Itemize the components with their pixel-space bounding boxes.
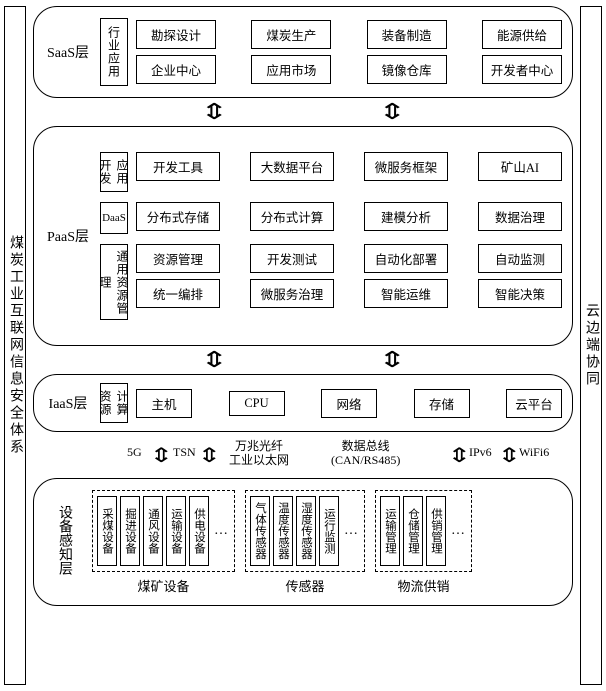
saas-cell: 煤炭生产 — [251, 20, 331, 49]
double-arrow-icon: ⇕ — [377, 101, 407, 123]
paas-cell: 智能决策 — [478, 279, 562, 308]
saas-label: SaaS层 — [44, 42, 92, 62]
iaas-cell: CPU — [229, 391, 285, 416]
paas-cell: 数据治理 — [478, 202, 562, 231]
paas-sublabel: 应用开发 — [97, 157, 131, 187]
arrow-paas-iaas: ⇕ ⇕ — [205, 346, 402, 374]
paas-sublabel: DaaS — [102, 212, 126, 224]
paas-sublabel-box: 应用开发 — [100, 152, 128, 192]
net-label: IPv6 — [469, 446, 492, 460]
paas-cell: 开发工具 — [136, 152, 220, 181]
paas-cell: 大数据平台 — [250, 152, 334, 181]
iaas-label: IaaS层 — [44, 393, 92, 413]
device-group-1: 气体传感器 温度传感器 湿度传感器 运行监测 … 传感器 — [245, 490, 365, 595]
iaas-cell: 网络 — [321, 389, 377, 418]
saas-cell: 企业中心 — [136, 55, 216, 84]
saas-cell: 能源供给 — [482, 20, 562, 49]
saas-cell: 镜像仓库 — [367, 55, 447, 84]
paas-cell: 微服务框架 — [364, 152, 448, 181]
dev-chip: 气体传感器 — [252, 502, 268, 560]
ellipsis-icon: … — [449, 523, 467, 539]
device-layer: 设备感知层 采煤设备 掘进设备 通风设备 运输设备 供电设备 … 煤矿设备 — [33, 478, 573, 606]
saas-cell: 装备制造 — [367, 20, 447, 49]
iaas-cells: 主机 CPU 网络 存储 云平台 — [136, 389, 562, 418]
center-column: SaaS层 行业应用 勘探设计 煤炭生产 装备制造 能源供给 企业中心 应用市场… — [30, 6, 576, 685]
paas-body: 应用开发 开发工具 大数据平台 微服务框架 矿山AI DaaS 分布式存储 — [100, 152, 562, 320]
net-label: 万兆光纤 工业以太网 — [229, 440, 289, 468]
dev-chip: 运行监测 — [321, 508, 337, 554]
paas-cell: 智能运维 — [364, 279, 448, 308]
saas-layer: SaaS层 行业应用 勘探设计 煤炭生产 装备制造 能源供给 企业中心 应用市场… — [33, 6, 573, 98]
paas-group-1: DaaS 分布式存储 分布式计算 建模分析 数据治理 — [100, 202, 562, 234]
double-arrow-icon: ⇕ — [197, 443, 222, 468]
network-row: ⇕ ⇕ ⇕ ⇕ 5G TSN 万兆光纤 工业以太网 数据总线 (CAN/RS48… — [33, 432, 573, 478]
paas-group-2: 通用资源管理 资源管理 开发测试 自动化部署 自动监测 统一编排 微服务治理 智… — [100, 244, 562, 320]
dev-caption: 煤矿设备 — [137, 576, 189, 595]
paas-label: PaaS层 — [44, 226, 92, 246]
dev-chip: 运输管理 — [382, 508, 398, 554]
saas-cell: 勘探设计 — [136, 20, 216, 49]
device-group-0: 采煤设备 掘进设备 通风设备 运输设备 供电设备 … 煤矿设备 — [92, 490, 235, 595]
left-rail: 煤炭工业互联网信息安全体系 — [4, 6, 26, 685]
net-label: 5G — [127, 446, 142, 460]
paas-group-0: 应用开发 开发工具 大数据平台 微服务框架 矿山AI — [100, 152, 562, 192]
iaas-cell: 存储 — [414, 389, 470, 418]
saas-sublabel-box: 行业应用 — [100, 18, 128, 86]
paas-sublabel-box: DaaS — [100, 202, 128, 234]
ellipsis-icon: … — [342, 523, 360, 539]
double-arrow-icon: ⇕ — [149, 443, 174, 468]
iaas-layer: IaaS层 计算资源 主机 CPU 网络 存储 云平台 — [33, 374, 573, 432]
diagram-root: 煤炭工业互联网信息安全体系 SaaS层 行业应用 勘探设计 煤炭生产 装备制造 … — [0, 0, 606, 691]
left-rail-label: 煤炭工业互联网信息安全体系 — [5, 235, 25, 456]
paas-cell: 分布式存储 — [136, 202, 220, 231]
iaas-sublabel: 计算资源 — [97, 388, 131, 418]
right-rail: 云边端协同 — [580, 6, 602, 685]
paas-cell: 开发测试 — [250, 244, 334, 273]
saas-cell: 开发者中心 — [482, 55, 562, 84]
double-arrow-icon: ⇕ — [199, 349, 229, 371]
paas-cell: 微服务治理 — [250, 279, 334, 308]
device-body: 采煤设备 掘进设备 通风设备 运输设备 供电设备 … 煤矿设备 气体传感器 温度… — [92, 490, 562, 595]
net-label: TSN — [173, 446, 196, 460]
dev-chip: 湿度传感器 — [298, 502, 314, 560]
ellipsis-icon: … — [212, 523, 230, 539]
saas-cell: 应用市场 — [251, 55, 331, 84]
dev-chip: 通风设备 — [145, 508, 161, 554]
net-label: 数据总线 (CAN/RS485) — [331, 440, 400, 468]
dev-chip: 供销管理 — [428, 508, 444, 554]
saas-row-0: 勘探设计 煤炭生产 装备制造 能源供给 — [136, 20, 562, 49]
paas-cell: 矿山AI — [478, 152, 562, 181]
paas-layer: PaaS层 应用开发 开发工具 大数据平台 微服务框架 矿山AI DaaS — [33, 126, 573, 346]
paas-sublabel-box: 通用资源管理 — [100, 244, 128, 320]
paas-cell: 分布式计算 — [250, 202, 334, 231]
paas-cell: 自动化部署 — [364, 244, 448, 273]
saas-cells: 勘探设计 煤炭生产 装备制造 能源供给 企业中心 应用市场 镜像仓库 开发者中心 — [136, 20, 562, 84]
paas-cell: 统一编排 — [136, 279, 220, 308]
dev-chip: 采煤设备 — [99, 508, 115, 554]
dev-chip: 运输设备 — [168, 508, 184, 554]
arrow-saas-paas: ⇕ ⇕ — [205, 98, 402, 126]
saas-row-1: 企业中心 应用市场 镜像仓库 开发者中心 — [136, 55, 562, 84]
paas-cell: 资源管理 — [136, 244, 220, 273]
paas-cell: 建模分析 — [364, 202, 448, 231]
double-arrow-icon: ⇕ — [199, 101, 229, 123]
net-label: WiFi6 — [519, 446, 549, 460]
dev-chip: 仓储管理 — [405, 508, 421, 554]
dev-chip: 供电设备 — [191, 508, 207, 554]
dev-caption: 传感器 — [285, 576, 324, 595]
double-arrow-icon: ⇕ — [377, 349, 407, 371]
device-label: 设备感知层 — [44, 505, 84, 580]
dev-chip: 掘进设备 — [122, 508, 138, 554]
iaas-cell: 云平台 — [506, 389, 562, 418]
saas-sublabel: 行业应用 — [106, 26, 123, 78]
right-rail-label: 云边端协同 — [581, 303, 601, 388]
iaas-sublabel-box: 计算资源 — [100, 383, 128, 423]
dev-chip: 温度传感器 — [275, 502, 291, 560]
paas-cell: 自动监测 — [478, 244, 562, 273]
device-group-2: 运输管理 仓储管理 供销管理 … 物流供销 — [375, 490, 472, 595]
paas-sublabel: 通用资源管理 — [97, 249, 131, 315]
iaas-cell: 主机 — [136, 389, 192, 418]
dev-caption: 物流供销 — [397, 576, 449, 595]
